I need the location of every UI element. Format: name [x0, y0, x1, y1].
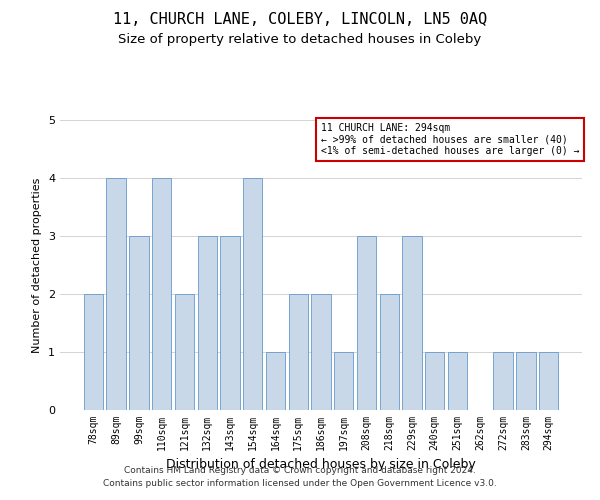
- Bar: [129, 236, 149, 410]
- Bar: [539, 352, 558, 410]
- Bar: [106, 178, 126, 410]
- Bar: [84, 294, 103, 410]
- Bar: [266, 352, 285, 410]
- Bar: [334, 352, 353, 410]
- Bar: [380, 294, 399, 410]
- Text: 11 CHURCH LANE: 294sqm
← >99% of detached houses are smaller (40)
<1% of semi-de: 11 CHURCH LANE: 294sqm ← >99% of detache…: [321, 123, 580, 156]
- Bar: [175, 294, 194, 410]
- Text: Contains HM Land Registry data © Crown copyright and database right 2024.
Contai: Contains HM Land Registry data © Crown c…: [103, 466, 497, 487]
- Bar: [357, 236, 376, 410]
- Bar: [403, 236, 422, 410]
- Bar: [220, 236, 239, 410]
- Bar: [493, 352, 513, 410]
- Bar: [311, 294, 331, 410]
- Bar: [152, 178, 172, 410]
- Bar: [425, 352, 445, 410]
- Text: Size of property relative to detached houses in Coleby: Size of property relative to detached ho…: [118, 32, 482, 46]
- Text: 11, CHURCH LANE, COLEBY, LINCOLN, LN5 0AQ: 11, CHURCH LANE, COLEBY, LINCOLN, LN5 0A…: [113, 12, 487, 28]
- Y-axis label: Number of detached properties: Number of detached properties: [32, 178, 43, 352]
- Bar: [448, 352, 467, 410]
- Bar: [243, 178, 262, 410]
- Bar: [516, 352, 536, 410]
- Bar: [197, 236, 217, 410]
- Bar: [289, 294, 308, 410]
- X-axis label: Distribution of detached houses by size in Coleby: Distribution of detached houses by size …: [166, 458, 476, 471]
